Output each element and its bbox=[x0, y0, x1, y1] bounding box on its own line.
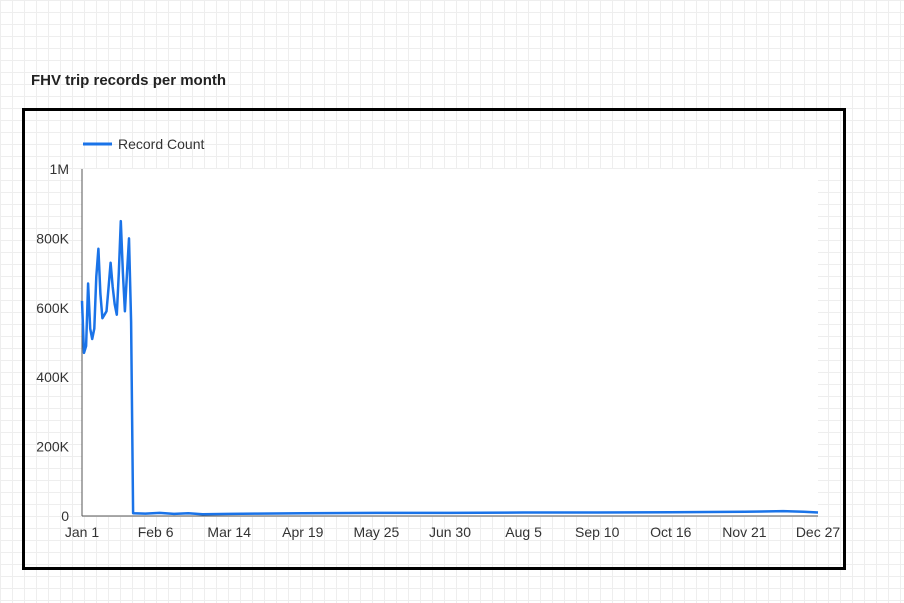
x-tick-label: Nov 21 bbox=[722, 524, 767, 540]
series-line-record-count bbox=[80, 219, 819, 516]
y-tick-label: 200K bbox=[36, 439, 69, 455]
legend: Record Count bbox=[83, 136, 204, 152]
y-tick-label: 600K bbox=[36, 300, 69, 316]
x-tick-label: Jan 1 bbox=[65, 524, 99, 540]
x-tick-label: Aug 5 bbox=[505, 524, 542, 540]
x-tick-label: Dec 27 bbox=[796, 524, 841, 540]
y-tick-label: 800K bbox=[36, 230, 69, 246]
y-axis-ticks: 0 200K 400K 600K 800K 1M bbox=[36, 161, 69, 524]
y-tick-label: 0 bbox=[61, 508, 69, 524]
x-tick-label: May 25 bbox=[353, 524, 399, 540]
chart-frame bbox=[22, 108, 846, 570]
chart-title: FHV trip records per month bbox=[31, 72, 227, 89]
series-group bbox=[80, 219, 819, 516]
x-tick-label: Sep 10 bbox=[575, 524, 620, 540]
x-tick-label: Mar 14 bbox=[207, 524, 251, 540]
plot-area bbox=[82, 169, 818, 516]
y-tick-label: 1M bbox=[50, 161, 69, 177]
x-tick-label: Oct 16 bbox=[650, 524, 691, 540]
legend-label-record-count: Record Count bbox=[118, 136, 204, 152]
x-axis-ticks: Jan 1 Feb 6 Mar 14 Apr 19 May 25 Jun 30 Aug 5 S… bbox=[65, 524, 841, 540]
y-tick-label: 400K bbox=[36, 369, 69, 385]
x-tick-label: Apr 19 bbox=[282, 524, 323, 540]
x-tick-label: Jun 30 bbox=[429, 524, 471, 540]
x-tick-label: Feb 6 bbox=[138, 524, 174, 540]
